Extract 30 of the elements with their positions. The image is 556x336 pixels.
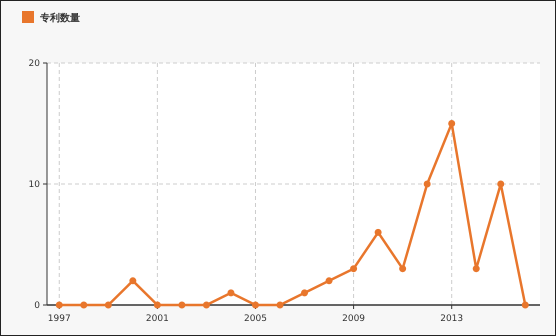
x-tick-label: 2009 — [342, 314, 366, 324]
point — [178, 302, 186, 308]
point — [399, 265, 406, 272]
point — [374, 228, 382, 236]
point — [154, 302, 161, 308]
x-tick-label: 1997 — [48, 314, 71, 324]
legend: 专利数量 — [22, 11, 80, 24]
point — [522, 302, 529, 308]
x-tick-label: 2005 — [244, 314, 267, 324]
y-tick-label: 20 — [28, 59, 40, 69]
point — [350, 265, 358, 272]
point — [104, 302, 112, 308]
point — [227, 289, 234, 296]
point — [252, 302, 259, 308]
y-tick-label: 10 — [28, 180, 40, 190]
point — [326, 277, 333, 284]
point — [129, 277, 136, 284]
legend-label: 专利数量 — [39, 12, 80, 24]
point — [497, 180, 504, 188]
point — [80, 302, 88, 308]
point — [202, 302, 210, 308]
point — [276, 302, 284, 308]
x-tick-label: 2013 — [440, 314, 464, 324]
point — [424, 180, 431, 188]
point — [56, 302, 63, 308]
point — [448, 120, 456, 127]
x-tick-label: 2001 — [146, 314, 169, 324]
y-tick-label: 0 — [34, 301, 40, 311]
point — [301, 289, 308, 296]
point — [472, 265, 480, 272]
